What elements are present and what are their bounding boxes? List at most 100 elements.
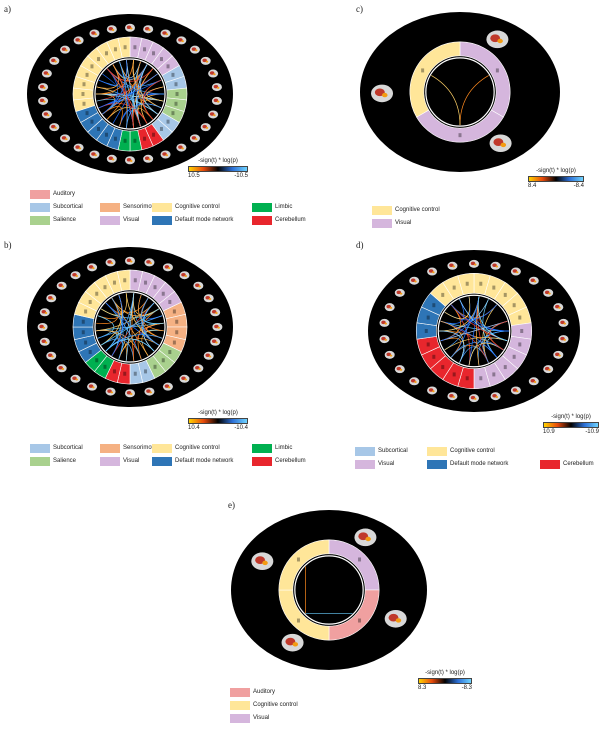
ring-node-label (465, 281, 469, 286)
colorbar-a: -sign(t) * log(p) 10.5 -10.5 (188, 158, 248, 182)
brain-thumbnail-icon (70, 374, 81, 383)
ring-node-label (88, 299, 92, 304)
legend-swatch (540, 460, 560, 469)
brain-thumbnail-icon (106, 154, 117, 163)
legend-swatch (100, 457, 120, 466)
legend-label: Cognitive control (175, 204, 220, 210)
brain-thumbnail-icon (427, 267, 438, 276)
brain-thumbnail-icon (281, 633, 304, 652)
ring-node-label (520, 329, 524, 333)
brain-thumbnail-icon (528, 276, 539, 285)
brain-thumbnail-icon (60, 45, 71, 54)
legend-label: Auditory (53, 191, 76, 197)
brain-thumbnail-icon (384, 350, 395, 359)
inner-ring (425, 57, 495, 127)
legend-label: Default mode network (175, 217, 234, 223)
colorbar-e-min: 8.3 (418, 685, 427, 691)
legend-label: Default mode network (450, 461, 509, 467)
connection-line (477, 296, 508, 342)
panel-a-label: a) (4, 4, 11, 14)
connection-line (431, 75, 461, 126)
colorbar-b-min: 10.4 (188, 425, 200, 431)
brain-thumbnail-icon (211, 83, 222, 92)
brain-thumbnail-icon (179, 374, 190, 383)
connection-line (106, 68, 154, 82)
brain-thumbnail-icon (46, 294, 57, 303)
brain-thumbnail-icon (189, 134, 200, 143)
connection-line (111, 294, 124, 356)
legend-swatch (152, 444, 172, 453)
legend-item: Cognitive control (152, 203, 272, 212)
brain-thumbnail-icon (106, 25, 117, 34)
ring-node-label (161, 358, 165, 363)
ring-node-label (153, 364, 157, 369)
colorbar-a-title: -sign(t) * log(p) (198, 158, 238, 164)
legend-swatch (30, 444, 50, 453)
legend-label: Subcortical (53, 204, 83, 210)
brain-thumbnail-icon (489, 134, 512, 153)
connection-line (126, 103, 162, 128)
legend-swatch (152, 216, 172, 225)
brain-thumbnail-icon (49, 123, 60, 132)
ring-node-label (81, 319, 85, 324)
ring-node-label (104, 51, 108, 56)
brain-thumbnail-icon (210, 308, 221, 317)
brain-thumbnail-icon (469, 259, 479, 268)
ring-node-label (296, 557, 300, 562)
legend-swatch (30, 457, 50, 466)
brain-thumbnail-icon (211, 96, 222, 105)
ring-segment (116, 269, 131, 292)
legend-swatch (100, 444, 120, 453)
colorbar-d-min: 10.9 (543, 429, 555, 435)
ring-node-label (85, 111, 89, 116)
colorbar-a-max: -10.5 (234, 173, 248, 179)
colorbar-c-min: 8.4 (528, 183, 537, 189)
ring-node-label (103, 285, 107, 290)
ring-node-label (123, 138, 127, 143)
connection-line (459, 75, 489, 126)
legend-item: Salience (30, 457, 150, 466)
legend-label: Visual (123, 458, 140, 464)
brain-thumbnail-icon (56, 281, 67, 290)
legend-a: Auditory Subcortical Sensorimotor Cognitive… (30, 190, 330, 230)
legend-label: Cognitive control (253, 702, 298, 708)
ring-node-label (495, 68, 499, 73)
brain-thumbnail-icon (354, 528, 377, 547)
brain-thumbnail-icon (208, 110, 219, 119)
ring-node-label (512, 303, 516, 308)
legend-swatch (152, 457, 172, 466)
ring-node-label (113, 136, 117, 141)
legend-item: Cognitive control (427, 447, 547, 456)
connection-line (444, 337, 508, 351)
ring-node-label (84, 340, 88, 345)
brain-thumbnail-icon (41, 69, 52, 78)
ring-node-label (144, 369, 148, 374)
ring-node-label (82, 82, 86, 87)
ring-node-label (518, 315, 522, 320)
legend-label: Default mode network (175, 458, 234, 464)
ring-node-label (171, 111, 175, 116)
brain-thumbnail-icon (160, 150, 171, 159)
legend-label: Cerebellum (275, 217, 306, 223)
ring-node-label (168, 350, 172, 355)
ring-node-label (104, 132, 108, 137)
legend-label: Cognitive control (395, 207, 440, 213)
brain-thumbnail-icon (384, 303, 395, 312)
ring-node-label (421, 68, 425, 73)
ring-node-label (152, 132, 156, 137)
ring-segment (117, 36, 131, 59)
connectogram-d (368, 250, 580, 412)
ring-node-label (426, 315, 430, 320)
brain-thumbnail-icon (87, 382, 98, 391)
ring-node-label (432, 354, 436, 359)
legend-label: Limbic (275, 445, 293, 451)
brain-thumbnail-icon (87, 263, 98, 272)
connection-line (132, 60, 162, 109)
ring-node-label (168, 299, 172, 304)
ring-node-label (358, 557, 362, 562)
ring-node-label (90, 119, 94, 124)
legend-e: Auditory Cognitive control Visual (230, 688, 430, 728)
ring-node-label (152, 51, 156, 56)
ring-segment (409, 41, 461, 118)
brain-thumbnail-icon (193, 281, 204, 290)
